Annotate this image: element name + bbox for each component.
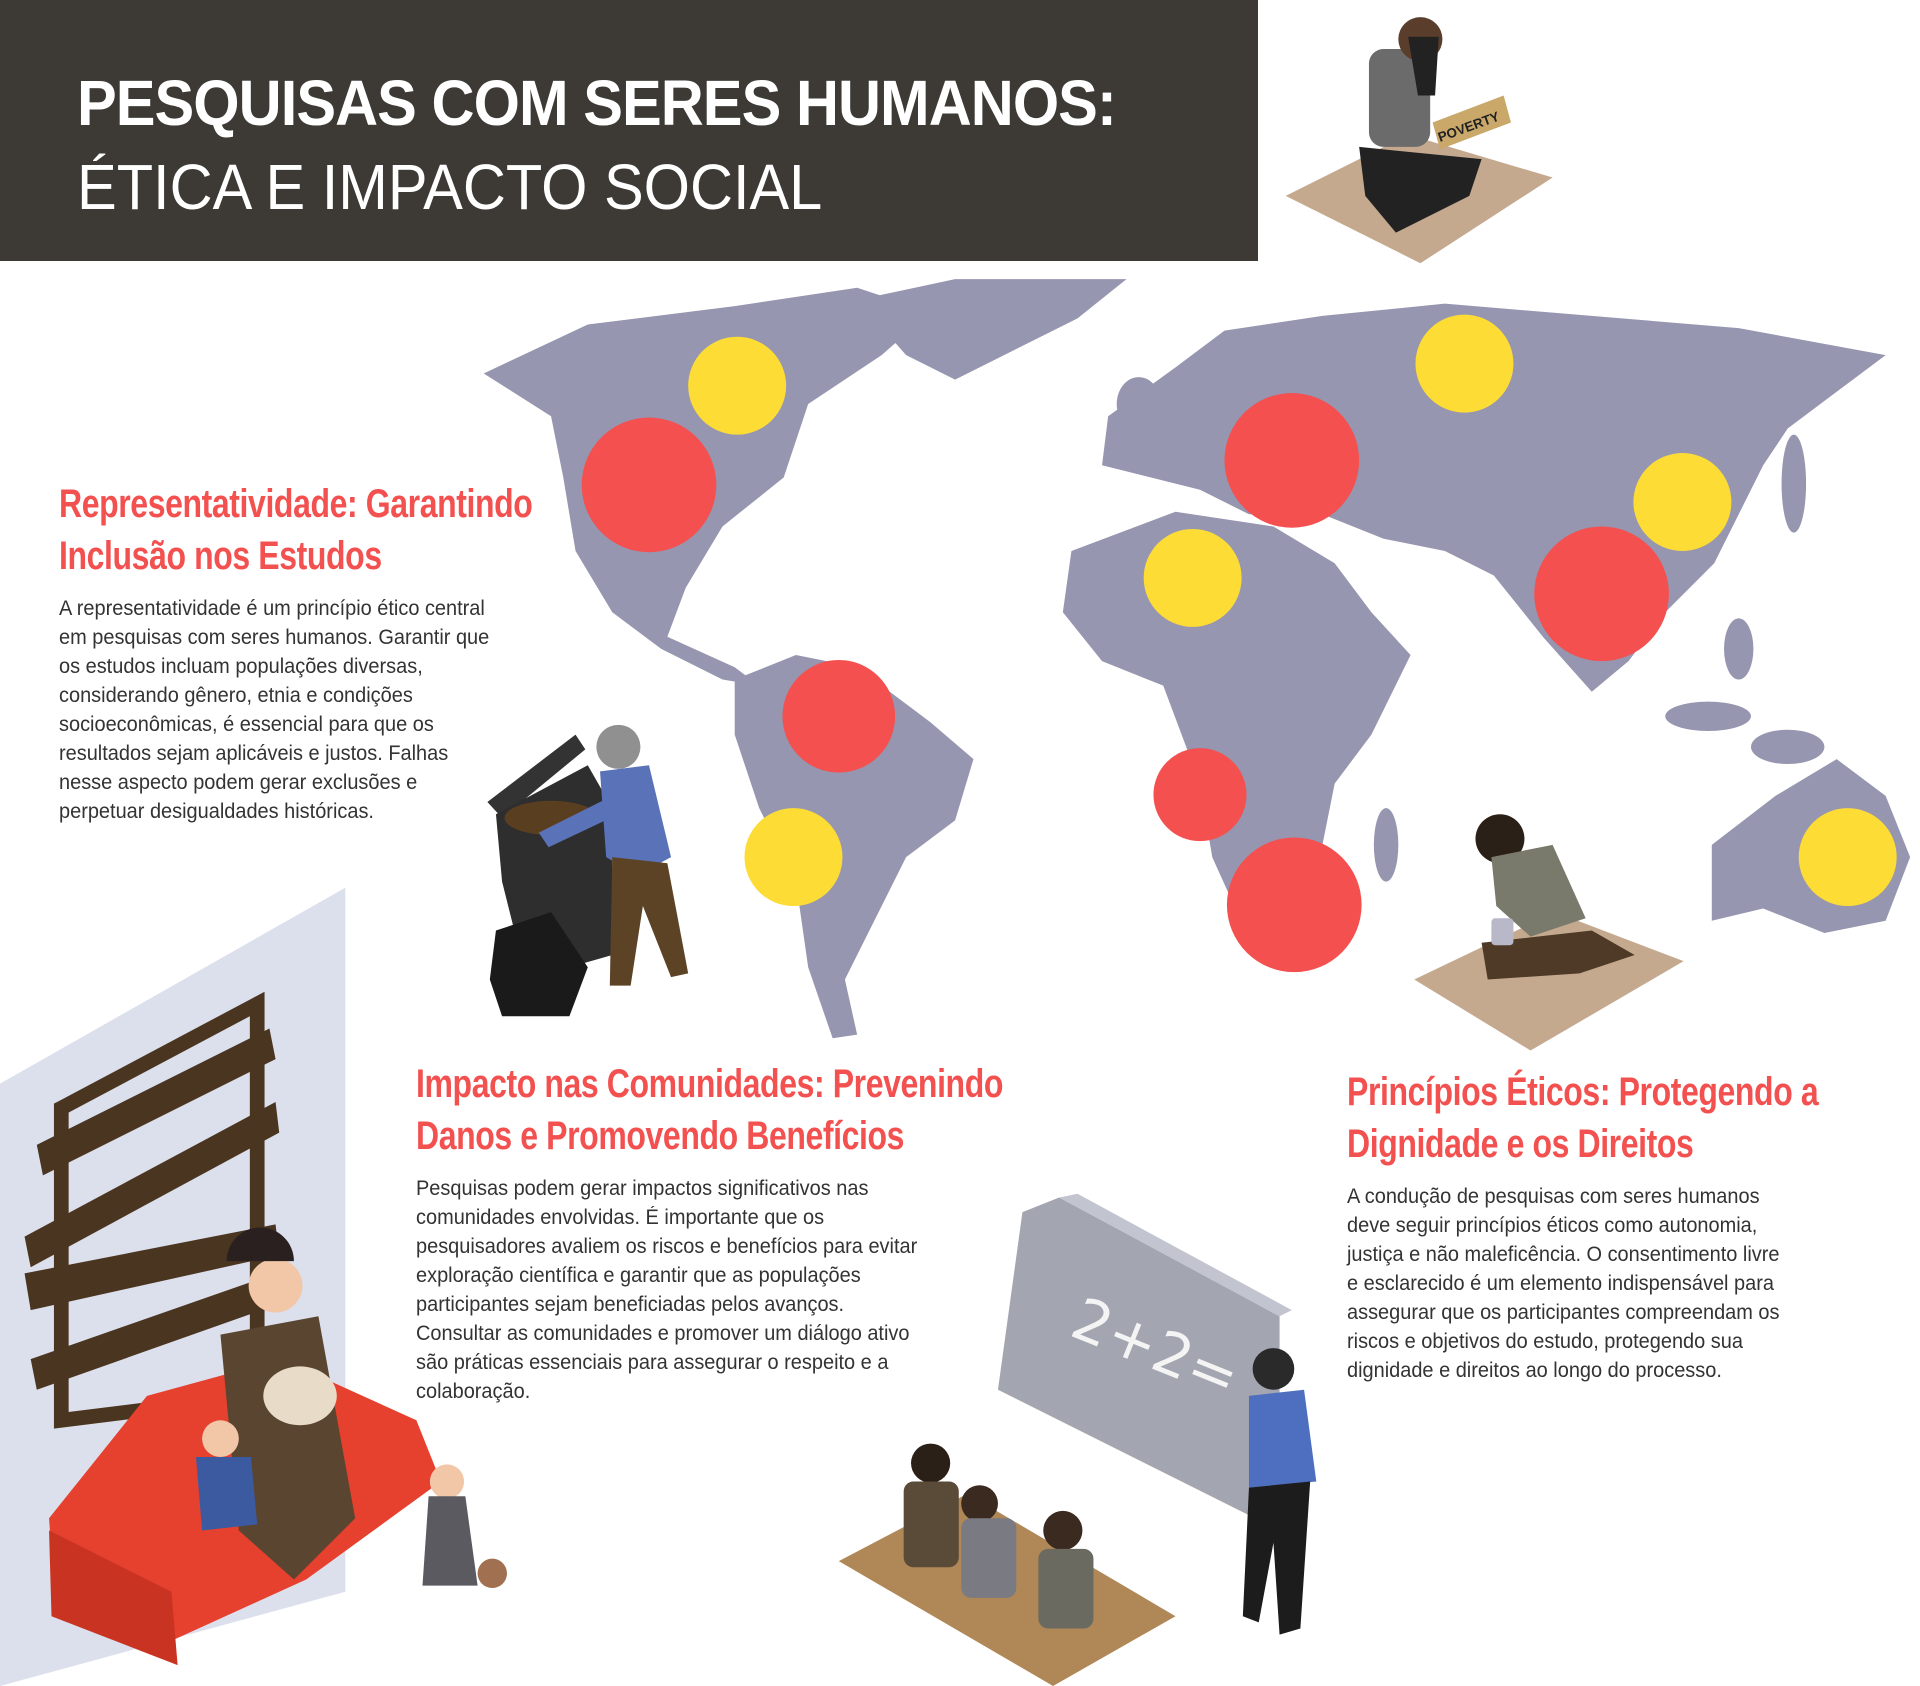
section-heading: Representatividade: Garantindo Inclusão …	[59, 482, 533, 578]
marker-yellow	[1798, 808, 1897, 907]
marker-red	[1226, 837, 1362, 973]
marker-yellow	[1415, 314, 1514, 413]
marker-yellow	[744, 808, 843, 907]
kneeling-boy-illustration	[1414, 814, 1684, 1051]
page-title: PESQUISAS COM SERES HUMANOS:	[77, 67, 1117, 139]
marker-yellow	[1143, 528, 1242, 627]
section-heading: Princípios Éticos: Protegendo a Dignidad…	[1347, 1070, 1819, 1166]
marker-red	[1534, 526, 1669, 662]
section-body: A representatividade é um princípio étic…	[59, 597, 490, 823]
africa	[1062, 511, 1411, 933]
classroom-illustration: 2+2=	[838, 1193, 1317, 1686]
man-with-poverty-sign-illustration: POVERTY	[1285, 17, 1553, 264]
marker-red	[782, 659, 896, 773]
family-on-sofa-illustration	[49, 1227, 507, 1666]
section-body: Pesquisas podem gerar impactos significa…	[416, 1177, 918, 1403]
marker-yellow	[688, 336, 787, 435]
marker-red	[581, 417, 717, 553]
title-banner: PESQUISAS COM SERES HUMANOS: ÉTICA E IMP…	[0, 0, 1258, 261]
marker-red	[1153, 748, 1247, 842]
section-heading: Impacto nas Comunidades: Prevenindo Dano…	[416, 1062, 1003, 1158]
map-markers	[581, 314, 1897, 973]
section-representatividade: Representatividade: Garantindo Inclusão …	[59, 478, 651, 826]
marker-yellow	[1633, 453, 1732, 551]
greenland	[857, 279, 1127, 380]
section-body: A condução de pesquisas com seres humano…	[1347, 1185, 1780, 1382]
page-subtitle: ÉTICA E IMPACTO SOCIAL	[77, 151, 823, 223]
marker-red	[1224, 393, 1360, 528]
section-principios: Princípios Éticos: Protegendo a Dignidad…	[1347, 1066, 1920, 1385]
man-at-trash-bin-illustration	[487, 724, 689, 1017]
section-impacto: Impacto nas Comunidades: Prevenindo Dano…	[416, 1058, 1150, 1406]
